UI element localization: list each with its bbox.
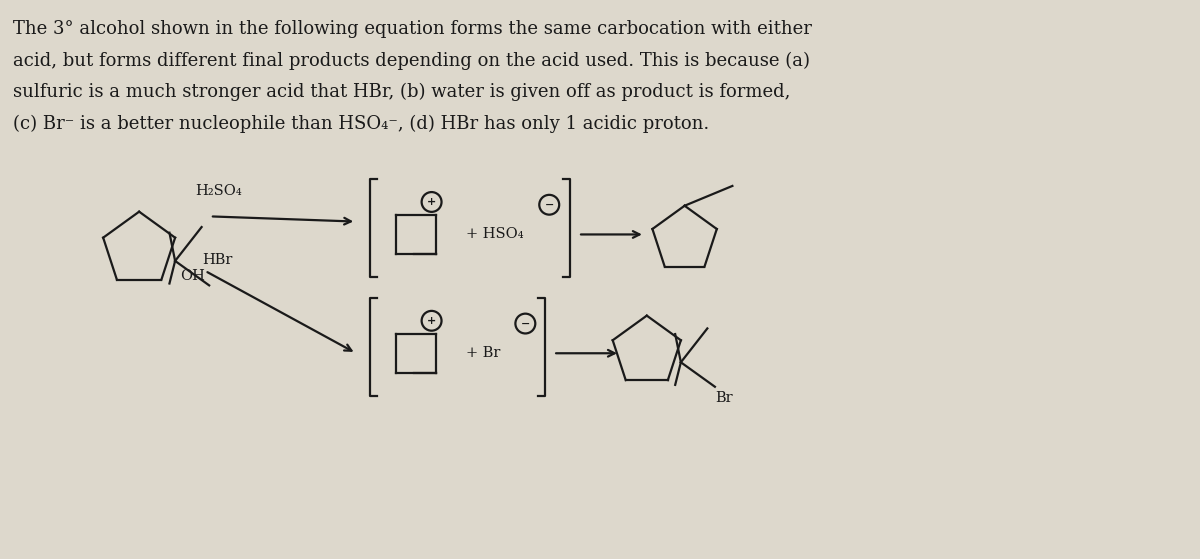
Text: + Br: + Br [466,346,500,360]
Text: (c) Br⁻ is a better nucleophile than HSO₄⁻, (d) HBr has only 1 acidic proton.: (c) Br⁻ is a better nucleophile than HSO… [13,115,709,133]
Text: H₂SO₄: H₂SO₄ [196,183,241,197]
Text: +: + [427,197,437,207]
Text: −: − [545,200,554,210]
Text: −: − [521,319,530,329]
Text: Br: Br [715,391,732,405]
Text: sulfuric is a much stronger acid that HBr, (b) water is given off as product is : sulfuric is a much stronger acid that HB… [13,83,790,101]
Text: + HSO₄: + HSO₄ [466,228,523,241]
Text: HBr: HBr [202,253,233,267]
Text: OH: OH [180,269,205,283]
Text: +: + [427,316,437,326]
Text: acid, but forms different final products depending on the acid used. This is bec: acid, but forms different final products… [13,51,810,69]
Circle shape [515,314,535,334]
Text: The 3° alcohol shown in the following equation forms the same carbocation with e: The 3° alcohol shown in the following eq… [13,20,811,37]
Circle shape [421,311,442,331]
Circle shape [421,192,442,212]
Circle shape [539,195,559,215]
